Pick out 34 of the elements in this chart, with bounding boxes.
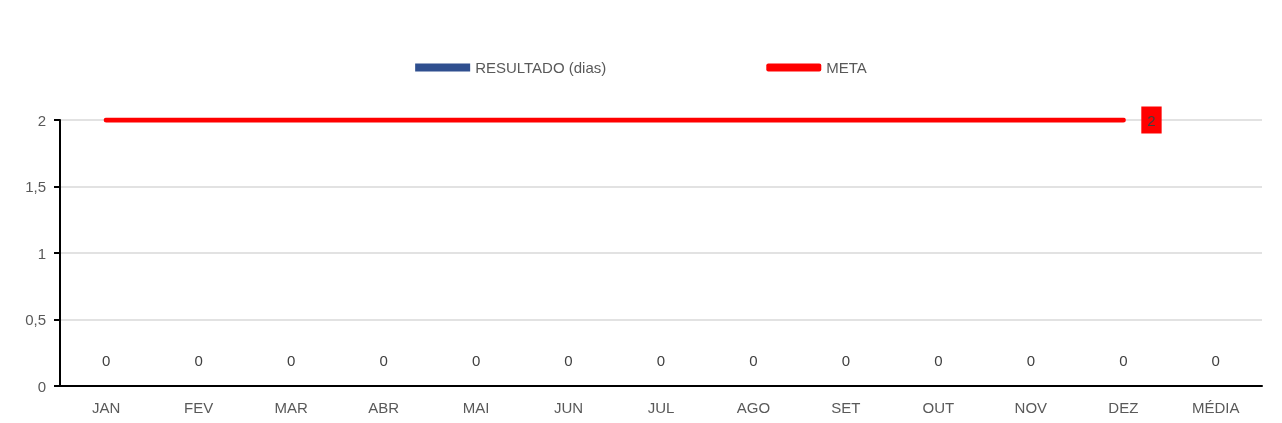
- y-tick-label: 0: [37, 377, 46, 395]
- data-label: 0: [934, 352, 943, 369]
- data-label: 2: [1147, 111, 1156, 129]
- data-label: 0: [102, 352, 111, 369]
- x-tick-label: MÉDIA: [1192, 399, 1240, 416]
- data-label: 0: [1026, 352, 1036, 369]
- data-label: 0: [564, 352, 573, 369]
- x-tick-label: NOV: [1014, 399, 1048, 416]
- y-tick-label: 2: [37, 111, 46, 129]
- data-label: 0: [194, 352, 203, 369]
- data-label: 0: [379, 352, 388, 369]
- legend-label: RESULTADO (dias): [475, 59, 607, 76]
- x-tick-label: DEZ: [1108, 399, 1139, 416]
- x-tick-label: FEV: [184, 399, 214, 416]
- y-tick-label: 1: [37, 244, 46, 262]
- data-label: 0: [286, 352, 296, 369]
- y-tick-label: 1,5: [25, 178, 46, 195]
- x-tick-label: MAI: [462, 399, 490, 416]
- data-label: 0: [1211, 352, 1220, 369]
- x-tick-label: MAR: [274, 399, 308, 416]
- x-tick-label: OUT: [922, 399, 955, 416]
- x-tick-label: JAN: [92, 399, 121, 416]
- data-label: 0: [841, 352, 851, 369]
- x-tick-label: AGO: [736, 399, 771, 416]
- data-label: 0: [749, 352, 758, 369]
- data-label: 0: [656, 352, 666, 369]
- x-tick-label: SET: [831, 399, 861, 416]
- x-tick-label: ABR: [368, 399, 400, 416]
- x-tick-label: JUN: [553, 399, 584, 416]
- legend-label: META: [826, 59, 867, 76]
- x-tick-label: JUL: [647, 399, 675, 416]
- data-label: 0: [471, 352, 481, 369]
- data-label: 0: [1119, 352, 1128, 369]
- y-tick-label: 0,5: [25, 311, 46, 328]
